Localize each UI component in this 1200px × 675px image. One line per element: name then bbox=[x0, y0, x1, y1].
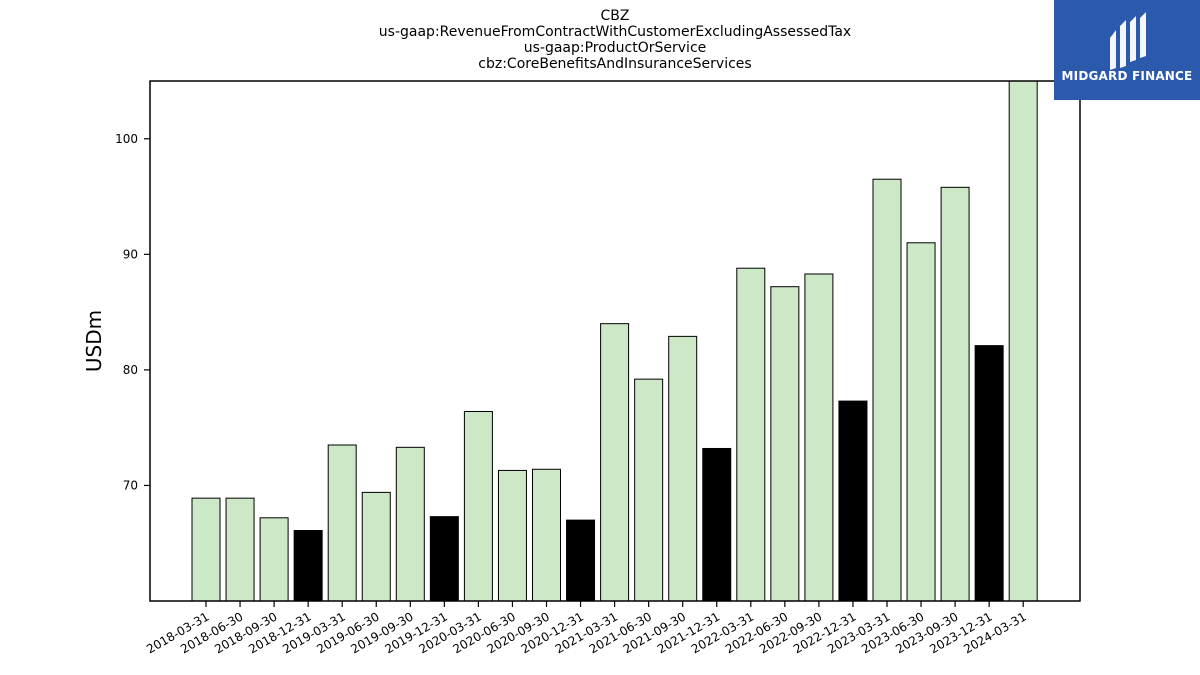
chart-title: CBZus-gaap:RevenueFromContractWithCustom… bbox=[379, 8, 851, 72]
bar bbox=[906, 242, 936, 602]
bar bbox=[225, 497, 255, 602]
bar bbox=[770, 286, 800, 602]
bar bbox=[600, 323, 630, 602]
bar bbox=[634, 378, 664, 602]
x-axis: 2018-03-312018-06-302018-09-302018-12-31… bbox=[144, 601, 1029, 656]
bar bbox=[736, 267, 766, 602]
bar bbox=[191, 497, 221, 602]
bar bbox=[429, 516, 459, 602]
bar bbox=[566, 519, 596, 602]
y-axis: 70 80 90 100 bbox=[115, 132, 150, 492]
bar bbox=[974, 345, 1004, 602]
bar bbox=[872, 178, 902, 602]
bar bbox=[327, 444, 357, 602]
bar bbox=[293, 530, 323, 602]
bar bbox=[838, 400, 868, 602]
y-tick-label: 70 bbox=[123, 478, 138, 492]
bar bbox=[702, 447, 732, 602]
bar bbox=[804, 273, 834, 602]
logo-mark-icon bbox=[1110, 12, 1146, 70]
y-axis-label: USDm bbox=[82, 310, 106, 372]
logo-wordmark: MIDGARD FINANCE bbox=[1061, 69, 1193, 83]
brand-logo: MIDGARD FINANCE bbox=[1054, 0, 1200, 100]
y-tick-label: 100 bbox=[115, 132, 138, 146]
bar bbox=[532, 468, 561, 602]
bar bbox=[361, 491, 391, 602]
bar bbox=[259, 517, 289, 602]
bar bbox=[668, 335, 698, 602]
bar bbox=[463, 410, 493, 602]
chart-title-line: us-gaap:RevenueFromContractWithCustomerE… bbox=[379, 24, 851, 40]
y-tick-label: 90 bbox=[123, 247, 138, 261]
bar bbox=[1008, 80, 1038, 602]
chart-title-line: cbz:CoreBenefitsAndInsuranceServices bbox=[478, 56, 751, 72]
bar bbox=[940, 186, 970, 602]
bar bbox=[395, 446, 425, 602]
bars bbox=[191, 80, 1038, 602]
bar bbox=[497, 469, 527, 602]
y-tick-label: 80 bbox=[123, 363, 138, 377]
chart-title-line: CBZ bbox=[601, 8, 630, 24]
chart-title-line: us-gaap:ProductOrService bbox=[524, 40, 707, 56]
